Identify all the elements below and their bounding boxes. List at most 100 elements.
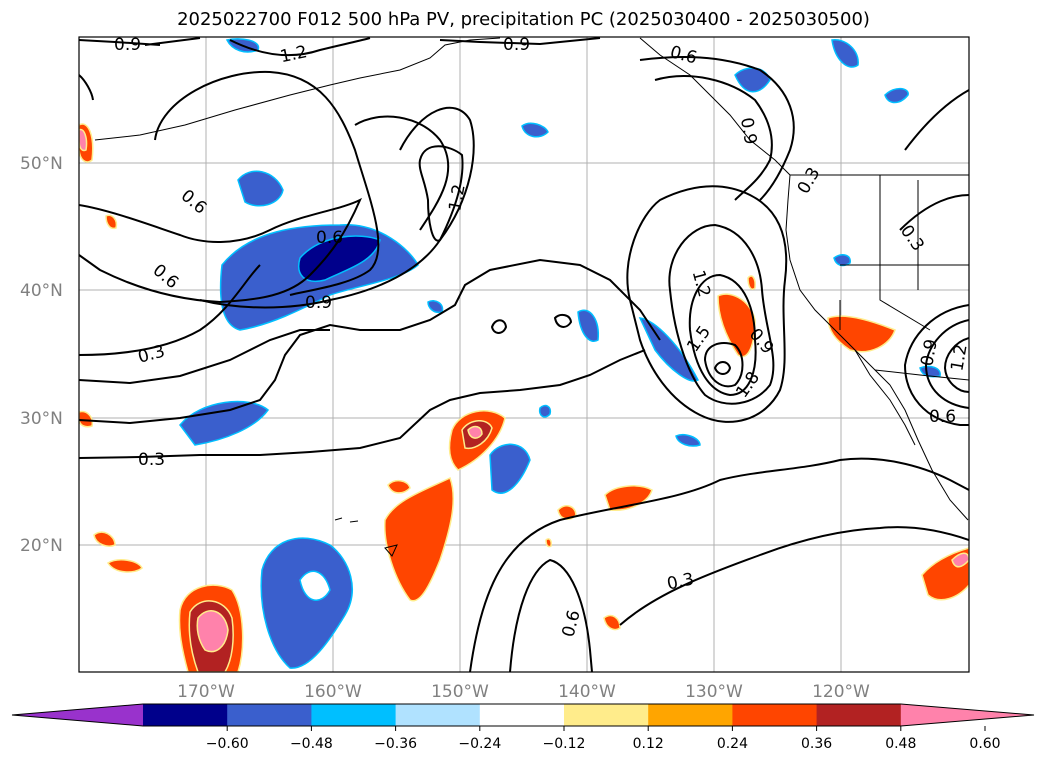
contour-1.2-top — [229, 37, 371, 57]
precip-warm-1-peak — [196, 610, 229, 653]
contour-east-rings-2 — [924, 319, 969, 409]
lon-label: 130°W — [685, 682, 743, 702]
contour-0.3-south — [469, 457, 969, 672]
precip-blob-5 — [299, 570, 331, 601]
contour-0.3-ne — [904, 89, 969, 151]
colorbar-segment — [143, 704, 228, 726]
contour-east-rings — [903, 304, 969, 426]
precip-warm-17 — [545, 538, 552, 548]
precip-positive — [79, 123, 969, 672]
colorbar: −0.60 −0.48 −0.36 −0.24 −0.12 0.12 0.24 0.36 0.4… — [11, 703, 1035, 752]
colorbar-tick-label: 0.60 — [969, 736, 1000, 752]
contour-0.6-ak — [639, 56, 795, 201]
precip-negative — [179, 38, 941, 669]
contour-label: 0.9 — [736, 116, 760, 146]
contour-trough-outer — [626, 185, 788, 423]
map-border — [78, 36, 970, 673]
precip-blob-16 — [833, 254, 851, 267]
precip-warm-3-peak — [467, 425, 483, 439]
precip-blob-10 — [831, 39, 859, 68]
contour-0.9-top — [79, 37, 201, 46]
precip-warm-6 — [604, 485, 653, 511]
colorbar-segment — [395, 704, 481, 726]
lat-label: 30°N — [20, 409, 63, 429]
colorbar-segment — [816, 704, 902, 726]
precip-warm-4 — [717, 293, 756, 358]
colorbar-segment — [479, 704, 565, 726]
precip-warm-8 — [387, 480, 411, 494]
colorbar-tick-label: −0.12 — [543, 736, 586, 752]
precip-blob-3 — [179, 400, 270, 446]
contour-east-rings-3 — [943, 337, 969, 393]
colorbar-segment — [732, 704, 818, 726]
contour-label: 0.6 — [316, 228, 343, 248]
contour-0.6-west-low — [79, 329, 330, 385]
precip-warm-11 — [557, 505, 577, 520]
colorbar-tick-label: 0.48 — [885, 736, 916, 752]
lon-label: 120°W — [812, 682, 870, 702]
precip-blob-6 — [489, 443, 531, 494]
contour-label: 0.9 — [114, 35, 141, 55]
contour-0.6-south — [509, 558, 593, 672]
contour-small-loop-2 — [553, 313, 573, 328]
lat-label: 50°N — [20, 154, 63, 174]
precip-blob-4 — [260, 537, 353, 669]
lat-labels: 50°N 40°N 30°N 20°N — [20, 154, 63, 556]
precip-blob-14 — [675, 433, 701, 447]
coastline-baja — [854, 349, 916, 446]
hawaii-islands — [334, 517, 398, 557]
map-title: 2025022700 F012 500 hPa PV, precipitatio… — [177, 9, 870, 30]
lon-label: 140°W — [558, 682, 616, 702]
precip-blob-17 — [919, 365, 941, 378]
colorbar-segment — [564, 704, 649, 726]
colorbar-segment — [648, 704, 733, 726]
coastline-alaska — [94, 37, 501, 141]
lat-label: 40°N — [20, 281, 63, 301]
precip-warm-9 — [93, 531, 116, 547]
colorbar-tick-label: 0.24 — [717, 736, 748, 752]
precip-blob-8 — [638, 317, 699, 382]
lon-label: 150°W — [431, 682, 489, 702]
contour-trough-1.5 — [688, 273, 757, 397]
precip-warm-10 — [106, 559, 143, 573]
precip-warm-15 — [105, 214, 118, 230]
contour-trough-core — [713, 361, 732, 375]
map-area — [79, 37, 969, 672]
precip-blob-11 — [521, 122, 549, 138]
precip-warm-7-core — [951, 552, 969, 568]
border-states — [839, 175, 969, 331]
contour-trough-1.2 — [668, 223, 775, 405]
precip-warm-12 — [603, 614, 621, 631]
lat-label: 20°N — [20, 536, 63, 556]
colorbar-segment — [311, 704, 397, 726]
contour-small-loop-1 — [490, 319, 508, 334]
contour-0.6-mid — [154, 70, 380, 296]
contour-0.3-lower — [79, 349, 646, 459]
precip-blob-7 — [577, 309, 599, 342]
contour-0.3-se — [619, 526, 969, 626]
colorbar-tick-label: −0.60 — [206, 736, 249, 752]
lon-label: 160°W — [304, 682, 362, 702]
precip-warm-14 — [79, 410, 94, 428]
pv-contours — [79, 37, 969, 672]
colorbar-extend-low — [12, 704, 143, 726]
contour-0.3-mid — [79, 258, 661, 425]
colorbar-tick-label: −0.24 — [458, 736, 501, 752]
contour-trough-1.8 — [703, 342, 744, 388]
contour-loop-center — [354, 115, 450, 231]
contour-0.3-west — [79, 264, 261, 356]
lon-labels: 170°W 160°W 150°W 140°W 130°W 120°W — [177, 682, 870, 702]
precip-warm-16 — [747, 275, 756, 290]
colorbar-tick-label: −0.36 — [374, 736, 417, 752]
precip-blob-2 — [237, 170, 284, 207]
precip-warm-5 — [827, 315, 896, 353]
contour-label: 1.2 — [947, 343, 971, 373]
colorbar-segment — [227, 704, 312, 726]
precip-blob-9 — [734, 67, 771, 93]
lon-label: 170°W — [177, 682, 235, 702]
contour-0.9-ak — [654, 75, 773, 201]
contour-label: 0.6 — [929, 407, 956, 427]
precip-warm-2 — [384, 476, 455, 602]
contour-label: 1.2 — [445, 183, 469, 213]
